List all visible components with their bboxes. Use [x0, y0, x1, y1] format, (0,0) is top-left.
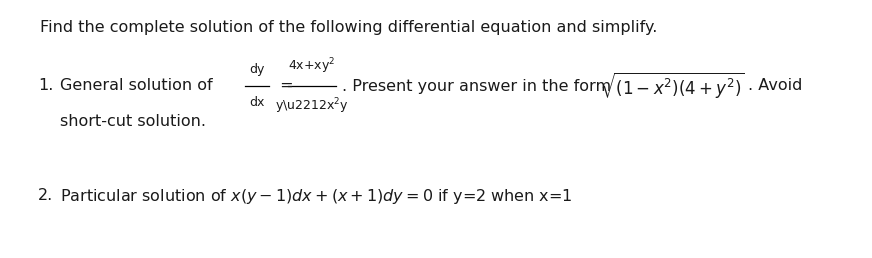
Text: $\sqrt{(1-x^2)(4+y^2)}$: $\sqrt{(1-x^2)(4+y^2)}$: [600, 71, 745, 101]
Text: General solution of: General solution of: [60, 78, 216, 93]
Text: 1.: 1.: [38, 78, 53, 93]
Text: short-cut solution.: short-cut solution.: [60, 115, 206, 130]
Text: . Present your answer in the form: . Present your answer in the form: [342, 78, 615, 93]
Text: . Avoid: . Avoid: [748, 78, 802, 93]
Text: dx: dx: [249, 96, 265, 109]
Text: Particular solution of $x(y-1)dx + (x+1)dy = 0$ if y=2 when x=1: Particular solution of $x(y-1)dx + (x+1)…: [60, 187, 573, 206]
Text: dy: dy: [249, 63, 265, 76]
Text: =: =: [275, 78, 294, 93]
Text: Find the complete solution of the following differential equation and simplify.: Find the complete solution of the follow…: [40, 20, 657, 35]
Text: 2.: 2.: [38, 189, 53, 204]
Text: 4x+xy$^2$: 4x+xy$^2$: [289, 57, 336, 76]
Text: y\u2212x$^2$y: y\u2212x$^2$y: [275, 96, 349, 116]
